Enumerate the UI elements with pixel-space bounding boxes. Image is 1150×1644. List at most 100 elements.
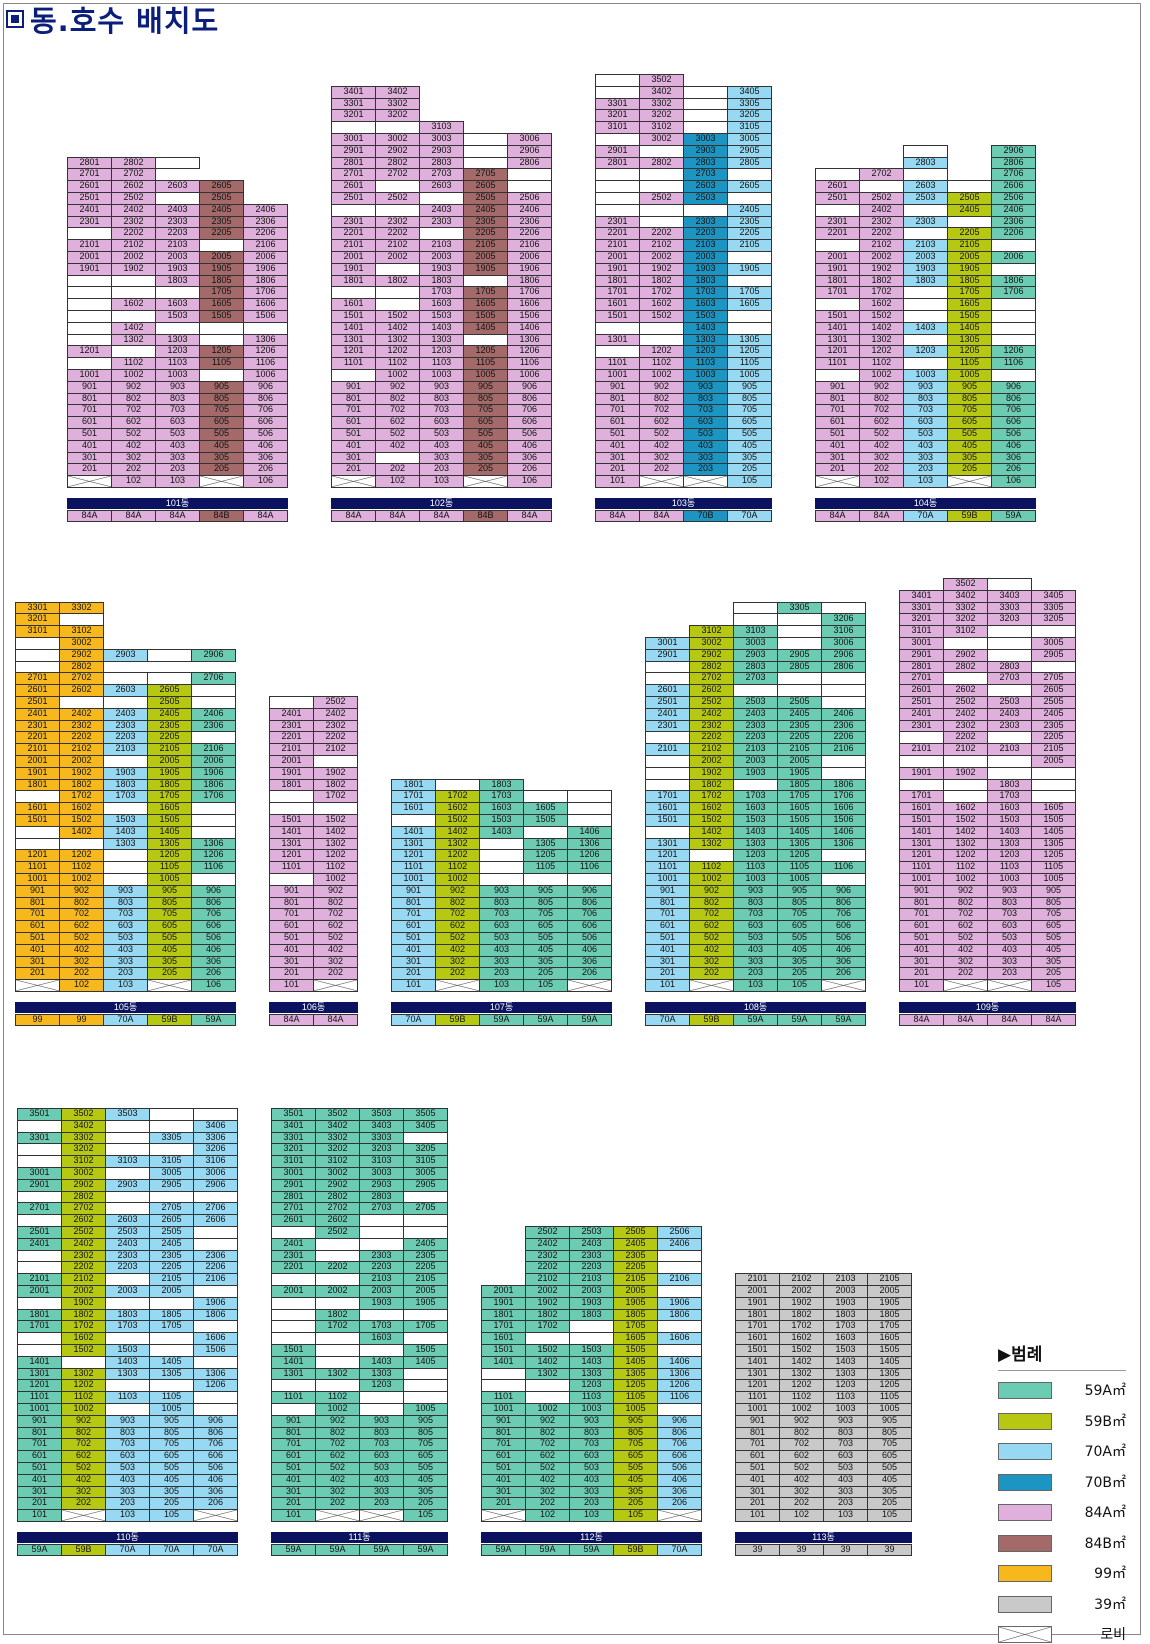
building-name-bar: 112동: [481, 1532, 702, 1543]
lobby-cell: [435, 979, 480, 992]
lobby-cell: [567, 979, 612, 992]
building-name-bar: 113동: [735, 1532, 912, 1543]
lobby-cell: [943, 979, 988, 992]
legend-swatch: [998, 1626, 1052, 1643]
unit-cell: 105: [613, 1509, 658, 1522]
unit-cell: 102: [525, 1509, 570, 1522]
legend-swatch: [998, 1565, 1052, 1582]
lobby-cross-icon: [148, 980, 191, 991]
legend-item: 로비: [998, 1622, 1126, 1644]
lobby-cross-icon: [200, 476, 243, 487]
square-bullet-icon: [6, 10, 24, 28]
unit-type-cell: 84A: [943, 1014, 988, 1026]
lobby-cell: [463, 475, 508, 488]
lobby-cross-icon: [316, 1510, 359, 1521]
unit-type-cell: 59B: [147, 1014, 192, 1026]
lobby-cross-icon: [194, 1510, 237, 1521]
lobby-cell: [15, 979, 60, 992]
unit-cell: 1806: [991, 274, 1036, 288]
unit-type-cell: 84A: [375, 510, 420, 522]
lobby-cell: [359, 1509, 404, 1522]
unit-cell: 2906: [191, 648, 236, 662]
unit-cell: 103: [569, 1509, 614, 1522]
unit-type-cell: 84A: [1031, 1014, 1076, 1026]
unit-cell: 101: [271, 1509, 316, 1522]
unit-cell: 106: [243, 475, 288, 488]
legend-swatch: [998, 1534, 1052, 1552]
lobby-cell: [313, 979, 358, 992]
legend-swatch: [998, 1595, 1052, 1613]
unit-type-cell: 84B: [199, 510, 244, 522]
unit-type-cell: 39: [779, 1544, 824, 1556]
legend-item: 59A㎡: [998, 1378, 1126, 1400]
unit-type-cell: 84A: [639, 510, 684, 522]
lobby-cell: [193, 1509, 238, 1522]
unit-cell: 103: [733, 979, 778, 992]
lobby-cell: [987, 979, 1032, 992]
unit-cell: 105: [777, 979, 822, 992]
unit-type-cell: 84A: [155, 510, 200, 522]
lobby-cell: [639, 475, 684, 488]
lobby-cross-icon: [568, 980, 611, 991]
unit-type-cell: 84A: [859, 510, 904, 522]
unit-cell: 105: [1031, 979, 1076, 992]
unit-cell: 103: [105, 1509, 150, 1522]
lobby-cell: [947, 475, 992, 488]
unit-type-cell: 84A: [313, 1014, 358, 1026]
legend-title: ▶범례: [998, 1345, 1043, 1365]
unit-type-cell: 59A: [481, 1544, 526, 1556]
lobby-cell: [683, 475, 728, 488]
unit-type-cell: 59A: [523, 1014, 568, 1026]
unit-type-cell: 59A: [821, 1014, 866, 1026]
unit-type-cell: 84A: [987, 1014, 1032, 1026]
unit-cell: 2102: [313, 743, 358, 756]
unit-type-cell: 84A: [419, 510, 464, 522]
lobby-cross-icon: [822, 980, 865, 991]
legend-label: 84A㎡: [1084, 1505, 1126, 1521]
lobby-cell: [147, 979, 192, 992]
unit-cell: 105: [523, 979, 568, 992]
unit-cell: 106: [507, 475, 552, 488]
unit-type-cell: 59A: [17, 1544, 62, 1556]
unit-cell: 102: [111, 475, 156, 488]
unit-type-cell: 59A: [479, 1014, 524, 1026]
unit-type-cell: 59B: [689, 1014, 734, 1026]
legend-label: 99㎡: [1094, 1566, 1126, 1582]
unit-type-cell: 59A: [733, 1014, 778, 1026]
lobby-cell: [821, 979, 866, 992]
lobby-cell: [331, 475, 376, 488]
unit-type-cell: 84A: [67, 510, 112, 522]
legend-label: 59A㎡: [1084, 1383, 1126, 1399]
legend-swatch: [998, 1443, 1052, 1460]
lobby-cross-icon: [816, 476, 859, 487]
lobby-cross-icon: [68, 476, 111, 487]
unit-type-cell: 70A: [645, 1014, 690, 1026]
lobby-cross-icon: [360, 1510, 403, 1521]
lobby-cell: [815, 475, 860, 488]
legend-item: 39㎡: [998, 1592, 1126, 1614]
lobby-cell: [61, 1509, 106, 1522]
legend-item: 70A㎡: [998, 1439, 1126, 1461]
legend-label: 39㎡: [1094, 1596, 1126, 1613]
unit-type-cell: 59B: [613, 1544, 658, 1556]
empty-cell: [155, 156, 200, 170]
unit-cell: 102: [859, 475, 904, 488]
unit-type-cell: 59A: [315, 1544, 360, 1556]
lobby-cross-icon: [948, 476, 991, 487]
legend-item: 99㎡: [998, 1561, 1126, 1583]
unit-type-cell: 59A: [525, 1544, 570, 1556]
unit-cell: 106: [191, 979, 236, 992]
unit-type-cell: 59A: [403, 1544, 448, 1556]
unit-cell: 906: [567, 884, 612, 898]
building-name-bar: 108동: [645, 1002, 866, 1013]
unit-cell: 103: [479, 979, 524, 992]
unit-cell: 102: [375, 475, 420, 488]
unit-cell: 105: [727, 475, 772, 488]
empty-cell: [147, 648, 192, 662]
unit-cell: 102: [59, 979, 104, 992]
lobby-cross-icon: [314, 980, 357, 991]
page-frame: [3, 3, 1141, 1635]
unit-type-cell: 84A: [269, 1014, 314, 1026]
unit-type-cell: 59A: [359, 1544, 404, 1556]
unit-cell: 406: [507, 439, 552, 453]
